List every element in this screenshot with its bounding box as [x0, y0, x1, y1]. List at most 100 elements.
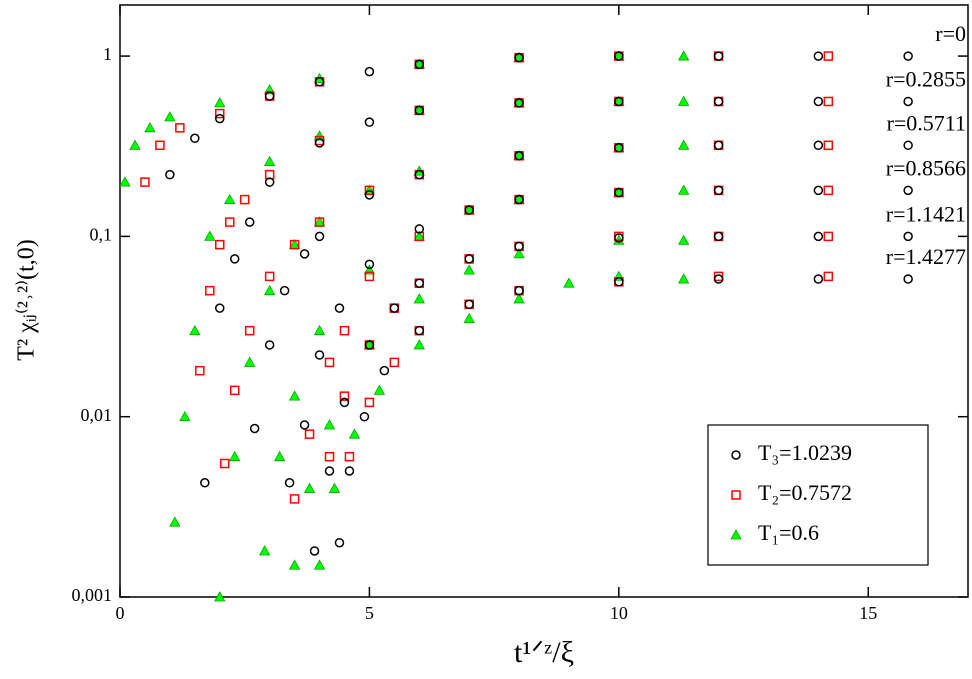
- data-point: [614, 96, 624, 107]
- data-point: [514, 285, 524, 296]
- data-point: [348, 428, 361, 439]
- data-point: [463, 264, 475, 275]
- data-point: [229, 385, 240, 396]
- data-point: [334, 303, 345, 313]
- data-point: [823, 185, 834, 196]
- data-point: [215, 113, 225, 124]
- data-point: [464, 299, 474, 310]
- data-point: [249, 423, 260, 434]
- y-tick-label: 0,1: [90, 225, 113, 245]
- legend-marker: [730, 529, 742, 540]
- data-point: [289, 239, 300, 250]
- legend-box: [707, 424, 929, 566]
- data-point: [513, 293, 525, 304]
- data-point: [677, 273, 690, 284]
- data-point: [813, 185, 824, 196]
- data-point: [823, 231, 834, 242]
- data-point: [563, 277, 575, 288]
- data-point: [273, 450, 286, 462]
- curve-label: r=0.5711: [887, 110, 966, 135]
- y-tick-label: 0,01: [81, 405, 113, 425]
- data-point: [313, 130, 326, 141]
- data-point: [215, 303, 225, 313]
- data-point: [364, 340, 375, 350]
- data-point: [813, 96, 824, 107]
- data-point: [119, 176, 131, 187]
- data-point: [903, 140, 913, 151]
- data-point: [299, 420, 310, 430]
- data-point: [169, 516, 181, 527]
- data-point: [334, 537, 345, 548]
- data-point: [220, 458, 230, 469]
- data-point: [364, 271, 375, 282]
- curve-label: r=1.4277: [886, 244, 966, 269]
- data-point: [229, 254, 240, 264]
- data-point: [713, 140, 724, 151]
- data-point: [144, 122, 156, 133]
- data-point: [414, 105, 425, 116]
- data-point: [314, 77, 325, 87]
- data-point: [677, 139, 690, 150]
- data-point: [314, 231, 325, 242]
- data-point: [288, 559, 301, 570]
- data-point: [713, 185, 724, 196]
- data-point: [903, 231, 913, 242]
- data-point: [224, 217, 235, 227]
- data-point: [328, 482, 341, 493]
- data-point: [313, 559, 326, 570]
- data-point: [364, 66, 375, 77]
- data-point: [258, 545, 271, 556]
- data-point: [264, 340, 275, 350]
- data-point: [713, 274, 724, 284]
- data-point: [464, 205, 474, 215]
- plot-frame: [119, 4, 969, 598]
- data-point: [414, 169, 425, 180]
- data-point: [299, 249, 310, 259]
- data-point: [344, 451, 355, 462]
- data-point: [364, 397, 375, 408]
- data-point: [155, 140, 165, 151]
- data-point: [823, 51, 834, 61]
- data-point: [244, 217, 255, 227]
- data-point: [364, 185, 375, 196]
- data-point: [463, 312, 475, 323]
- data-point: [414, 59, 425, 70]
- data-point: [464, 254, 474, 264]
- legend-label: T₂=0.7572: [758, 480, 852, 505]
- data-point: [903, 51, 913, 61]
- data-point: [200, 478, 210, 488]
- x-tick-label: 5: [365, 603, 374, 623]
- data-point: [713, 271, 724, 282]
- data-point: [214, 97, 226, 108]
- data-point: [614, 277, 624, 287]
- data-point: [514, 98, 524, 108]
- data-point: [239, 194, 250, 205]
- data-point: [314, 350, 325, 360]
- data-point: [677, 50, 690, 61]
- curve-label: r=1.1421: [886, 201, 966, 226]
- data-point: [823, 271, 834, 282]
- data-point: [373, 384, 386, 395]
- data-point: [189, 324, 201, 336]
- data-point: [713, 51, 724, 61]
- data-point: [414, 278, 425, 288]
- legend-label: T₃=1.0239: [758, 440, 852, 465]
- data-point: [614, 233, 624, 243]
- data-point: [229, 450, 241, 462]
- data-point: [389, 303, 400, 313]
- data-point: [903, 274, 913, 284]
- data-point: [323, 419, 336, 430]
- data-point: [179, 410, 191, 422]
- data-point: [389, 357, 400, 368]
- data-point: [190, 133, 200, 144]
- data-point: [677, 184, 690, 195]
- data-point: [514, 241, 524, 252]
- data-point: [215, 108, 225, 119]
- data-point: [677, 95, 690, 106]
- data-point: [514, 194, 524, 205]
- y-tick-label: 0,001: [72, 585, 113, 605]
- data-point: [288, 390, 301, 401]
- data-point: [344, 466, 355, 476]
- data-point: [289, 494, 300, 504]
